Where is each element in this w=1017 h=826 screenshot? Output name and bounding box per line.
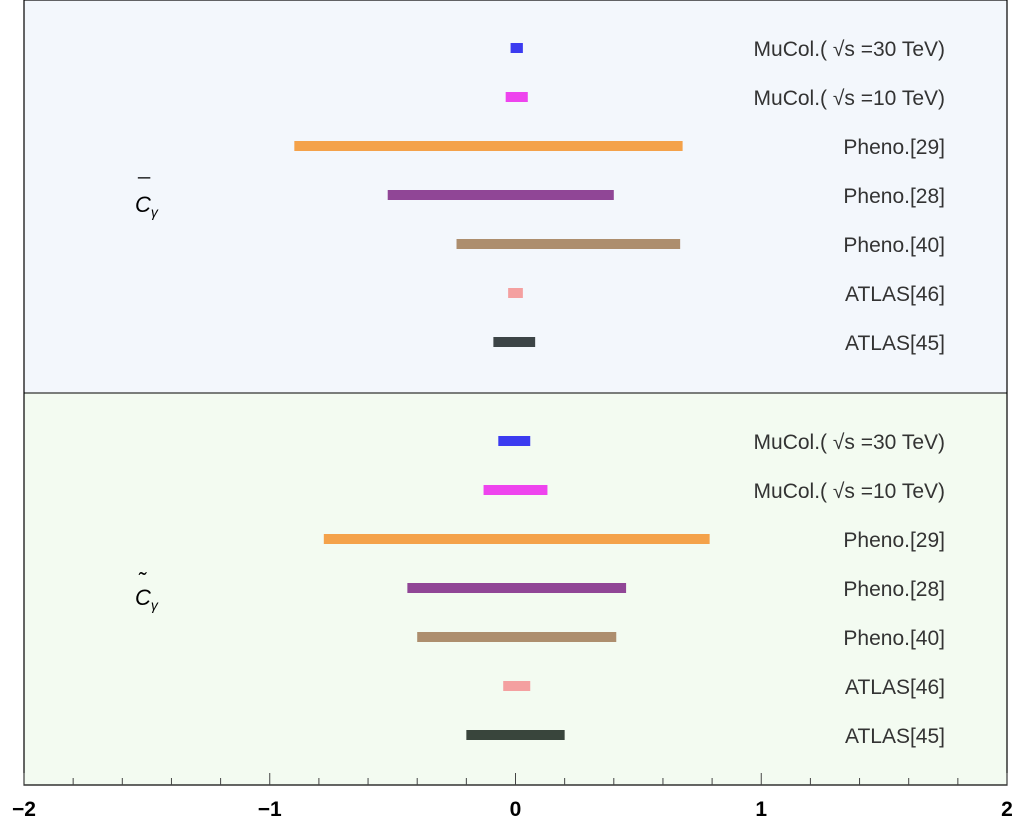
interval-bar <box>387 190 614 200</box>
row-label: Pheno.[29] <box>843 529 945 552</box>
interval-bar <box>456 239 681 249</box>
x-tick-label: −2 <box>12 798 36 821</box>
row-label: ATLAS[45] <box>845 332 945 355</box>
x-tick-label: −1 <box>258 798 282 821</box>
panel-1: Cγ¯ MuCol.( √s =30 TeV) MuCol.( √s =10 TeV… <box>24 0 1007 393</box>
interval-bar <box>483 485 548 495</box>
interval-bar <box>503 681 531 691</box>
row-label: ATLAS[45] <box>845 725 945 748</box>
x-tick-label: 2 <box>1001 798 1013 821</box>
row-label: Pheno.[28] <box>843 578 945 601</box>
row-label: Pheno.[40] <box>843 627 945 650</box>
panel-label: Cγ <box>135 192 159 220</box>
row-label: Pheno.[28] <box>843 185 945 208</box>
interval-bar <box>294 141 683 151</box>
interval-bar <box>505 92 528 102</box>
panel-label-accent: ¯ <box>137 175 151 200</box>
interval-bar <box>493 337 536 347</box>
row-label: MuCol.( √s =30 TeV) <box>754 431 945 454</box>
row-label: MuCol.( √s =10 TeV) <box>754 87 945 110</box>
interval-bar <box>323 534 710 544</box>
x-axis: −2 −1 0 1 2 <box>12 773 1013 821</box>
x-tick-label: 0 <box>510 798 522 821</box>
row-label: Pheno.[29] <box>843 136 945 159</box>
panel-2: Cγ˜ MuCol.( √s =30 TeV) MuCol.( √s =10 TeV… <box>24 393 1007 785</box>
interval-bar <box>407 583 627 593</box>
row-label: MuCol.( √s =10 TeV) <box>754 480 945 503</box>
interval-bar <box>498 436 531 446</box>
interval-bar <box>417 632 617 642</box>
panel-label: Cγ <box>135 585 159 613</box>
interval-bar <box>466 730 565 740</box>
panel-label-accent: ˜ <box>138 568 147 593</box>
row-label: Pheno.[40] <box>843 234 945 257</box>
row-label: ATLAS[46] <box>845 283 945 306</box>
interval-bar <box>508 288 523 298</box>
interval-bar <box>510 43 523 53</box>
row-label: ATLAS[46] <box>845 676 945 699</box>
row-label: MuCol.( √s =30 TeV) <box>754 38 945 61</box>
x-tick-label: 1 <box>755 798 767 821</box>
